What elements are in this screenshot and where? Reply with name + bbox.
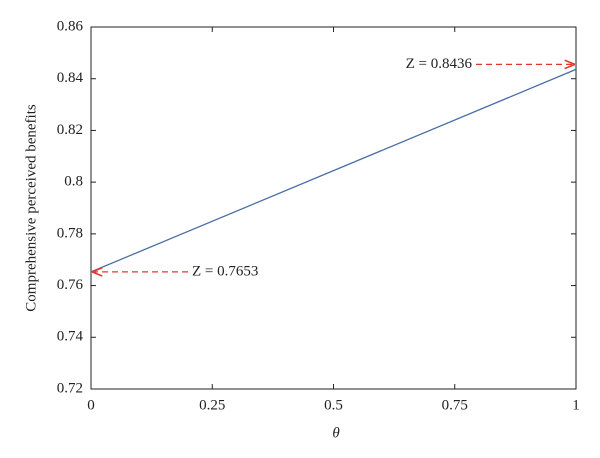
y-tick-label: 0.82 — [57, 122, 83, 138]
y-tick-label: 0.74 — [57, 329, 84, 345]
line — [90, 68, 577, 273]
y-tick-label: 0.84 — [57, 70, 84, 86]
annotation: Z = 0.8436 — [406, 56, 473, 72]
x-axis-label: θ — [332, 425, 340, 441]
x-tick-label: 0 — [87, 397, 95, 413]
y-tick-label: 0.76 — [57, 277, 84, 293]
x-tick-label: 0.5 — [324, 397, 343, 413]
y-tick-label: 0.86 — [57, 18, 84, 34]
y-axis-label: Comprehensive perceived benefits — [23, 104, 39, 312]
y-tick-label: 0.8 — [64, 174, 83, 190]
y-tick-label: 0.78 — [57, 225, 83, 241]
plot-frame — [90, 26, 577, 390]
x-tick-label: 1 — [572, 397, 580, 413]
annotation: Z = 0.7653 — [192, 263, 258, 279]
x-tick-label: 0.25 — [199, 397, 225, 413]
y-tick-label: 0.72 — [57, 380, 83, 396]
x-tick-label: 0.75 — [442, 397, 468, 413]
